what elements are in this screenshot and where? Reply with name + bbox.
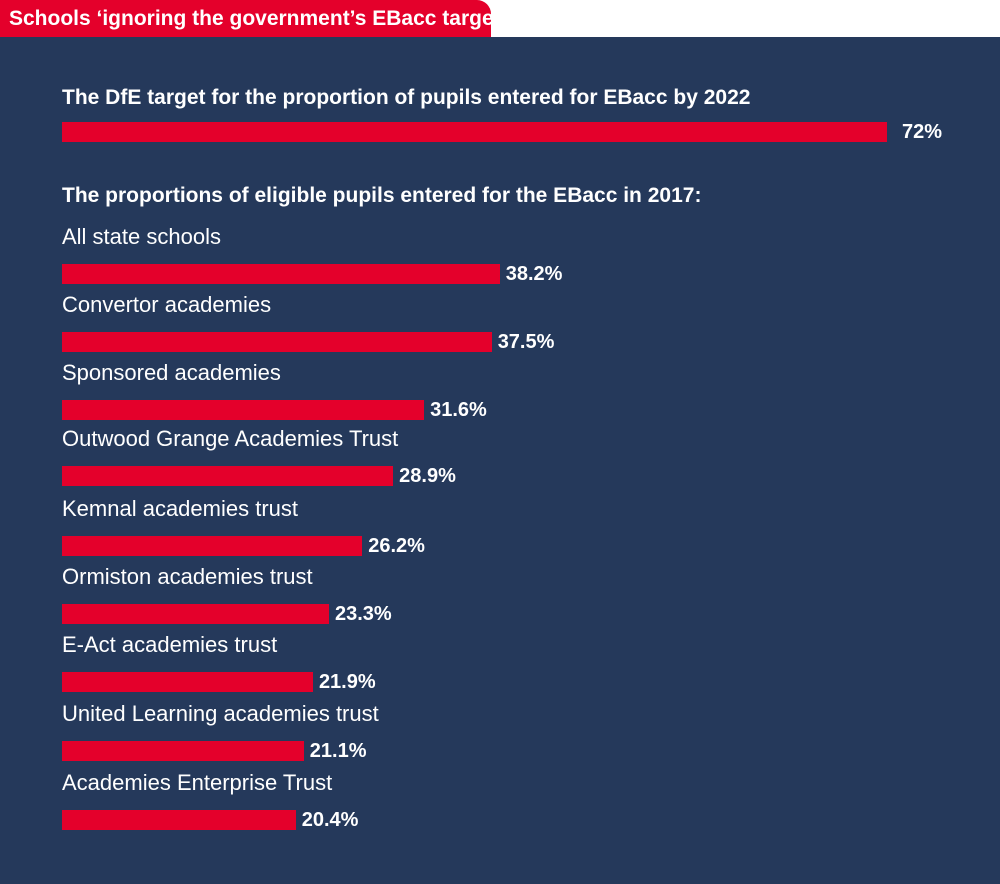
category-label: Outwood Grange Academies Trust xyxy=(62,426,399,451)
value-label: 26.2% xyxy=(368,535,425,557)
bar xyxy=(62,536,363,556)
bar xyxy=(62,466,394,486)
value-label: 37.5% xyxy=(497,331,555,353)
target-bar xyxy=(62,122,887,142)
bar xyxy=(62,604,329,624)
value-label: 38.2% xyxy=(505,263,563,285)
value-label: 28.9% xyxy=(399,465,456,487)
category-label: Convertor academies xyxy=(62,292,272,317)
value-label: 21.9% xyxy=(318,671,376,693)
bar xyxy=(62,672,313,692)
value-label: 21.1% xyxy=(309,740,367,762)
bar xyxy=(62,332,492,352)
bar xyxy=(62,810,296,830)
target-heading: The DfE target for the proportion of pup… xyxy=(62,86,751,109)
bar xyxy=(62,264,500,284)
value-label: 20.4% xyxy=(301,809,359,831)
category-label: United Learning academies trust xyxy=(62,701,379,726)
chart-title: Schools ‘ignoring the government’s EBacc… xyxy=(0,0,506,37)
bar xyxy=(62,741,304,761)
value-label: 31.6% xyxy=(430,399,487,421)
chart-subtitle: The proportions of eligible pupils enter… xyxy=(62,184,702,207)
category-label: All state schools xyxy=(62,224,221,249)
category-label: E-Act academies trust xyxy=(62,632,278,657)
bar xyxy=(62,400,425,420)
category-label: Kemnal academies trust xyxy=(62,496,298,521)
value-label: 23.3% xyxy=(334,603,392,625)
category-label: Sponsored academies xyxy=(62,360,281,385)
category-label: Ormiston academies trust xyxy=(62,564,313,589)
target-value-label: 72% xyxy=(902,121,943,143)
category-label: Academies Enterprise Trust xyxy=(62,770,333,795)
